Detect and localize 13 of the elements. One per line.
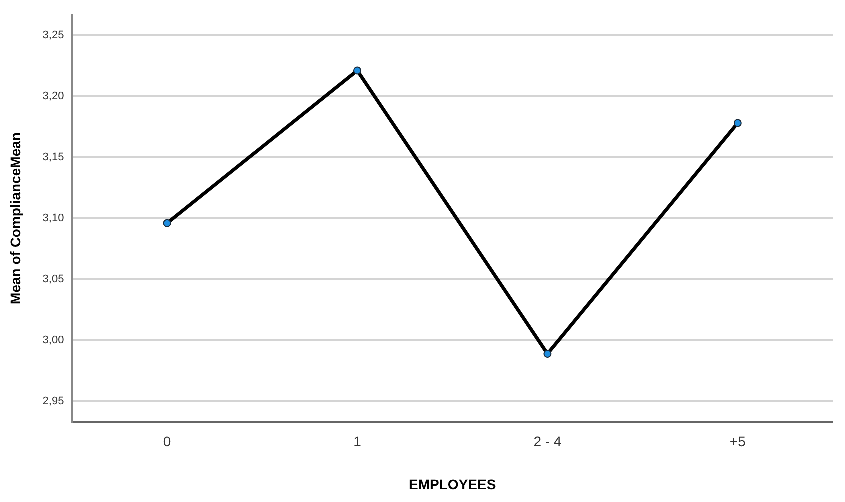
y-tick-label: 3,15 <box>42 151 64 164</box>
x-tick-label: 2 - 4 <box>534 434 562 450</box>
x-axis-title: EMPLOYEES <box>409 476 496 492</box>
x-tick-label: +5 <box>730 434 746 450</box>
y-tick-label: 3,20 <box>42 90 64 102</box>
y-axis-title: Mean of ComplianceMean <box>7 132 24 304</box>
y-tick-label: 3,10 <box>42 212 64 225</box>
y-tick-label: 3,25 <box>42 29 64 42</box>
y-tick-label: 3,05 <box>42 274 64 286</box>
x-tick-label: 0 <box>163 434 172 450</box>
y-tick-label: 2,95 <box>42 396 64 408</box>
y-tick-label: 3,00 <box>42 334 64 347</box>
x-tick-label: 1 <box>354 434 362 450</box>
